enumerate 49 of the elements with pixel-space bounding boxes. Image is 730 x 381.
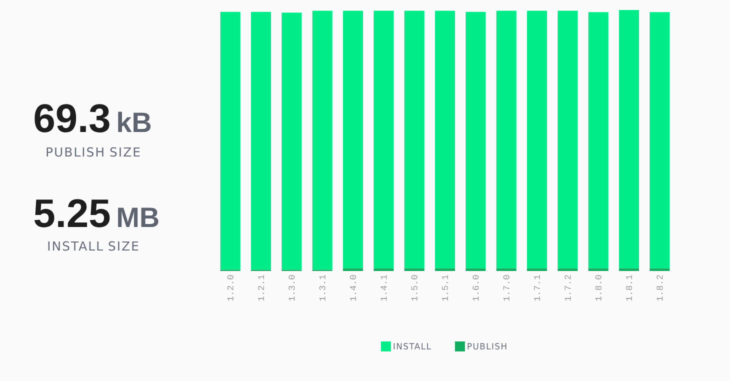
- x-tick-label: 1.3.1: [319, 274, 326, 301]
- bar: [496, 10, 516, 268]
- bar: [619, 10, 640, 268]
- x-tick-label: 1.5.1: [442, 274, 448, 301]
- x-tick-label: 1.8.0: [595, 275, 602, 301]
- bar: [619, 268, 640, 271]
- text: kB: [118, 112, 151, 132]
- x-tick-label: 1.2.0: [227, 275, 234, 301]
- x-tick-label: 1.8.2: [656, 275, 663, 301]
- bar: [558, 10, 578, 268]
- bar: [374, 10, 394, 268]
- text: MB: [118, 208, 158, 227]
- text: INSTALL SIZE: [48, 241, 138, 251]
- bar: [527, 268, 548, 271]
- bar: [282, 12, 302, 270]
- bar: [404, 268, 424, 271]
- bar: [404, 10, 424, 268]
- bar: [588, 268, 608, 271]
- x-tick-label: 1.7.1: [534, 274, 540, 301]
- bar: [466, 268, 486, 271]
- x-tick-label: 1.7.2: [564, 275, 571, 301]
- bar: [435, 268, 456, 271]
- x-tick-label: 1.3.0: [288, 275, 295, 301]
- bar: [588, 12, 608, 268]
- legend-label: INSTALL: [394, 343, 431, 350]
- bar: [466, 12, 486, 268]
- bar: [558, 268, 578, 271]
- bar: [343, 10, 364, 268]
- x-tick-label: 1.2.1: [258, 274, 264, 301]
- x-tick-label: 1.6.0: [472, 275, 479, 301]
- text: 5.25: [34, 199, 110, 228]
- bar: [251, 12, 272, 270]
- legend-label: PUBLISH: [468, 343, 506, 350]
- text: PUBLISH SIZE: [46, 147, 140, 157]
- text: 69.3: [34, 104, 110, 132]
- x-tick-label: 1.8.1: [626, 274, 632, 301]
- bar: [435, 10, 456, 268]
- bar: [496, 268, 516, 271]
- x-tick-label: 1.4.0: [350, 275, 356, 301]
- bar: [650, 12, 670, 268]
- bar: [527, 10, 548, 268]
- x-tick-label: 1.5.0: [411, 275, 418, 301]
- bar: [374, 268, 394, 271]
- bar: [312, 10, 332, 270]
- bar: [343, 268, 364, 271]
- x-tick-label: 1.4.1: [380, 274, 387, 301]
- bar: [650, 268, 670, 271]
- bar: [220, 12, 240, 270]
- x-tick-label: 1.7.0: [503, 275, 510, 301]
